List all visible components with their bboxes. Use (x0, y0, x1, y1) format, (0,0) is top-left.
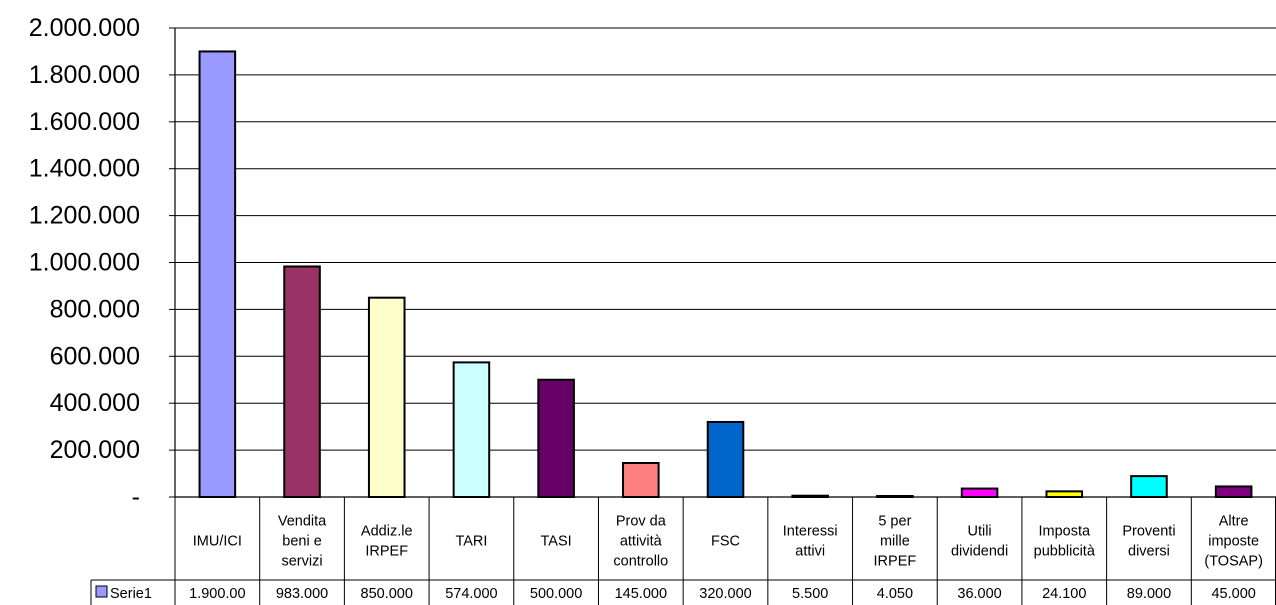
y-tick-label: 1.800.000 (29, 61, 140, 89)
y-tick-label: 400.000 (50, 389, 140, 417)
y-tick-label: 200.000 (50, 436, 140, 464)
category-label: Utili dividendi (951, 524, 1008, 560)
bar (283, 265, 321, 499)
data-value-label: 24.100 (1042, 586, 1086, 602)
category-label: 5 per mille IRPEF (874, 514, 917, 570)
data-value-label: 850.000 (361, 586, 413, 602)
data-value-label: 1.900.00 (189, 586, 245, 602)
category-label: IMU/ICI (193, 534, 242, 550)
data-value-label: 983.000 (276, 586, 328, 602)
legend-label: Serie1 (110, 586, 152, 602)
y-tick-label: 1.000.000 (29, 249, 140, 277)
bar (1130, 475, 1168, 498)
category-label: Proventi diversi (1122, 524, 1175, 560)
data-value-label: 574.000 (445, 586, 497, 602)
category-label: Addiz.le IRPEF (361, 524, 413, 560)
gridlines (175, 27, 1276, 451)
category-label: TASI (541, 534, 572, 550)
y-tick-label: 1.600.000 (29, 108, 140, 136)
y-tick-label: 1.200.000 (29, 202, 140, 230)
category-label: Prov da attività controllo (613, 514, 668, 570)
data-value-label: 4.050 (877, 586, 913, 602)
bar (537, 378, 575, 498)
axes (169, 27, 1276, 498)
category-label: Vendita beni e servizi (278, 514, 327, 570)
data-value-label: 5.500 (792, 586, 828, 602)
y-tick-label: 800.000 (50, 295, 140, 323)
bar (367, 296, 406, 498)
y-axis-tick-labels: - 200.000 400.000 600.000 800.000 1.000.000 1.… (29, 14, 140, 511)
data-value-label: 320.000 (699, 586, 751, 602)
category-label: TARI (455, 534, 487, 550)
bar (960, 487, 999, 499)
category-label: Interessi attivi (783, 524, 838, 560)
data-value-label: 145.000 (615, 586, 667, 602)
category-label: FSC (711, 534, 740, 550)
y-tick-label: 600.000 (50, 342, 140, 370)
bar (198, 50, 237, 498)
bar (452, 361, 491, 498)
bar (1214, 485, 1253, 499)
bars (198, 50, 1253, 499)
category-label: Altre imposte (TOSAP) (1204, 514, 1263, 570)
bar (622, 461, 660, 498)
legend-marker (95, 585, 108, 598)
y-tick-label: 2.000.000 (29, 14, 140, 42)
y-tick-label: 1.400.000 (29, 155, 140, 183)
bar (1045, 490, 1084, 498)
data-value-label: 45.000 (1211, 586, 1255, 602)
category-label: Imposta pubblicità (1034, 524, 1096, 560)
data-value-label: 500.000 (530, 586, 582, 602)
data-table: IMU/ICI Vendita beni e servizi Addiz.le IRPEF… (90, 497, 1276, 605)
y-tick-label: - (132, 483, 140, 511)
data-value-label: 89.000 (1127, 586, 1171, 602)
data-value-label: 36.000 (957, 586, 1001, 602)
bar (706, 420, 745, 498)
